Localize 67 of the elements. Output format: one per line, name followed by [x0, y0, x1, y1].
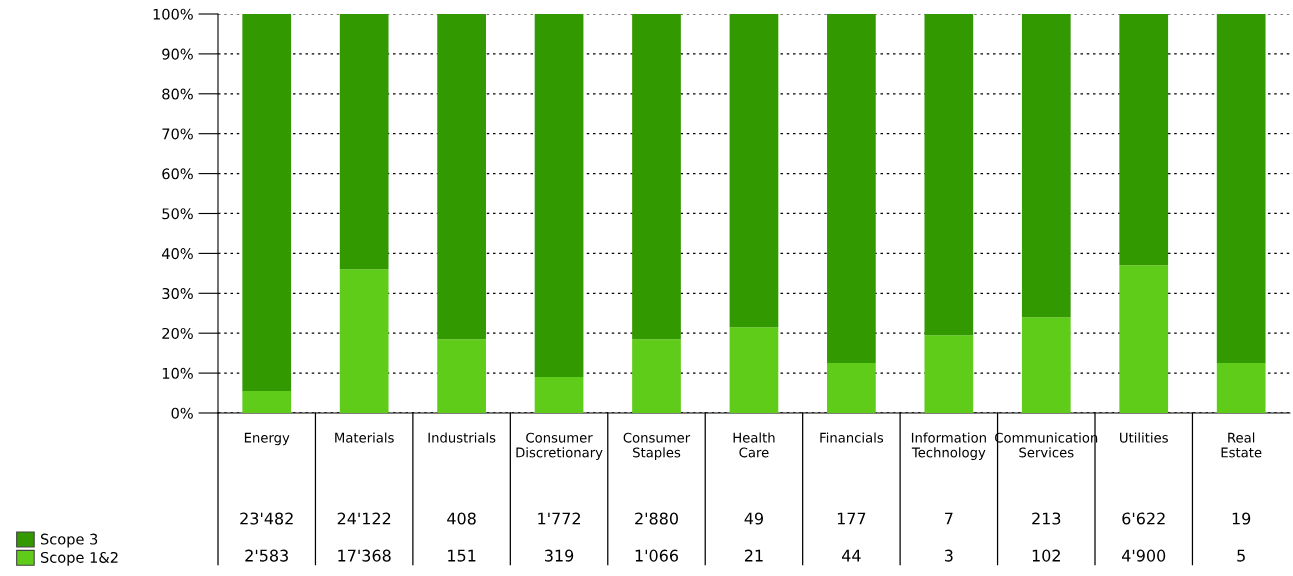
text: 319 [545, 549, 574, 562]
text: 23'482 [240, 512, 293, 525]
bar [437, 339, 486, 413]
bar [827, 363, 876, 413]
y-tick-label: 100% [153, 8, 193, 20]
bar [827, 14, 876, 364]
y-tick-label: 30% [162, 288, 193, 300]
text: 19 [1232, 512, 1251, 525]
text: 3 [944, 549, 953, 562]
y-tick-label: 10% [162, 367, 193, 379]
bar [632, 14, 681, 340]
text: 151 [448, 549, 476, 562]
x-tick-label: Energy [244, 432, 290, 446]
text: 44 [842, 549, 861, 562]
bar [437, 14, 486, 340]
y-tick-label: 50% [162, 208, 193, 220]
x-tick-label: Materials [335, 432, 394, 443]
x-tick-label: Financials [820, 432, 884, 443]
bar [729, 327, 779, 413]
x-tick-label: Industrials [428, 432, 496, 443]
bar [1216, 14, 1266, 364]
x-tick-label: Real Estate [1221, 432, 1262, 458]
y-tick-label: 20% [162, 327, 193, 339]
text: 4'900 [1121, 549, 1166, 562]
text: 6'622 [1122, 512, 1165, 525]
x-tick-label: Consumer Staples [623, 432, 691, 460]
x-tick-label: Health Care [733, 432, 775, 458]
x-tick-label: Information Technology [911, 432, 986, 460]
text: 2'583 [245, 549, 288, 562]
bar [1119, 265, 1169, 413]
bar [1021, 317, 1071, 413]
text: 177 [837, 512, 866, 525]
x-tick-label: Consumer Discretionary [516, 432, 603, 460]
bar [924, 14, 974, 336]
y-tick-label: 80% [162, 88, 193, 100]
y-tick-label: 40% [161, 248, 193, 260]
text: 2'880 [635, 512, 678, 525]
text: 1'772 [538, 512, 580, 525]
text: 17'368 [338, 549, 391, 562]
text: 5 [1237, 549, 1245, 562]
legend-label: Scope 1&2 [40, 551, 118, 566]
y-tick-label: 0% [171, 407, 193, 419]
bar [534, 14, 584, 378]
bar [242, 14, 292, 392]
text: 408 [447, 512, 476, 525]
text: 49 [744, 512, 763, 525]
bar [339, 14, 389, 270]
text: 102 [1032, 549, 1060, 562]
x-tick-label: Utilities [1120, 432, 1168, 443]
bar [1216, 363, 1266, 413]
text: 7 [945, 512, 953, 525]
bar [1119, 14, 1169, 266]
y-tick-label: 70% [162, 128, 193, 140]
text: 1'066 [635, 549, 679, 562]
bar [729, 14, 779, 328]
y-tick-label: 60% [162, 168, 193, 180]
text: 21 [744, 549, 763, 562]
bar [632, 339, 681, 413]
bar [339, 269, 389, 413]
text: 213 [1032, 512, 1061, 525]
bar [924, 335, 974, 413]
bar [242, 391, 292, 413]
text: 24'122 [337, 512, 391, 525]
legend-label: Scope 3 [40, 533, 98, 548]
y-tick-label: 90% [162, 48, 193, 60]
bar [1021, 14, 1071, 318]
bar [534, 377, 584, 413]
